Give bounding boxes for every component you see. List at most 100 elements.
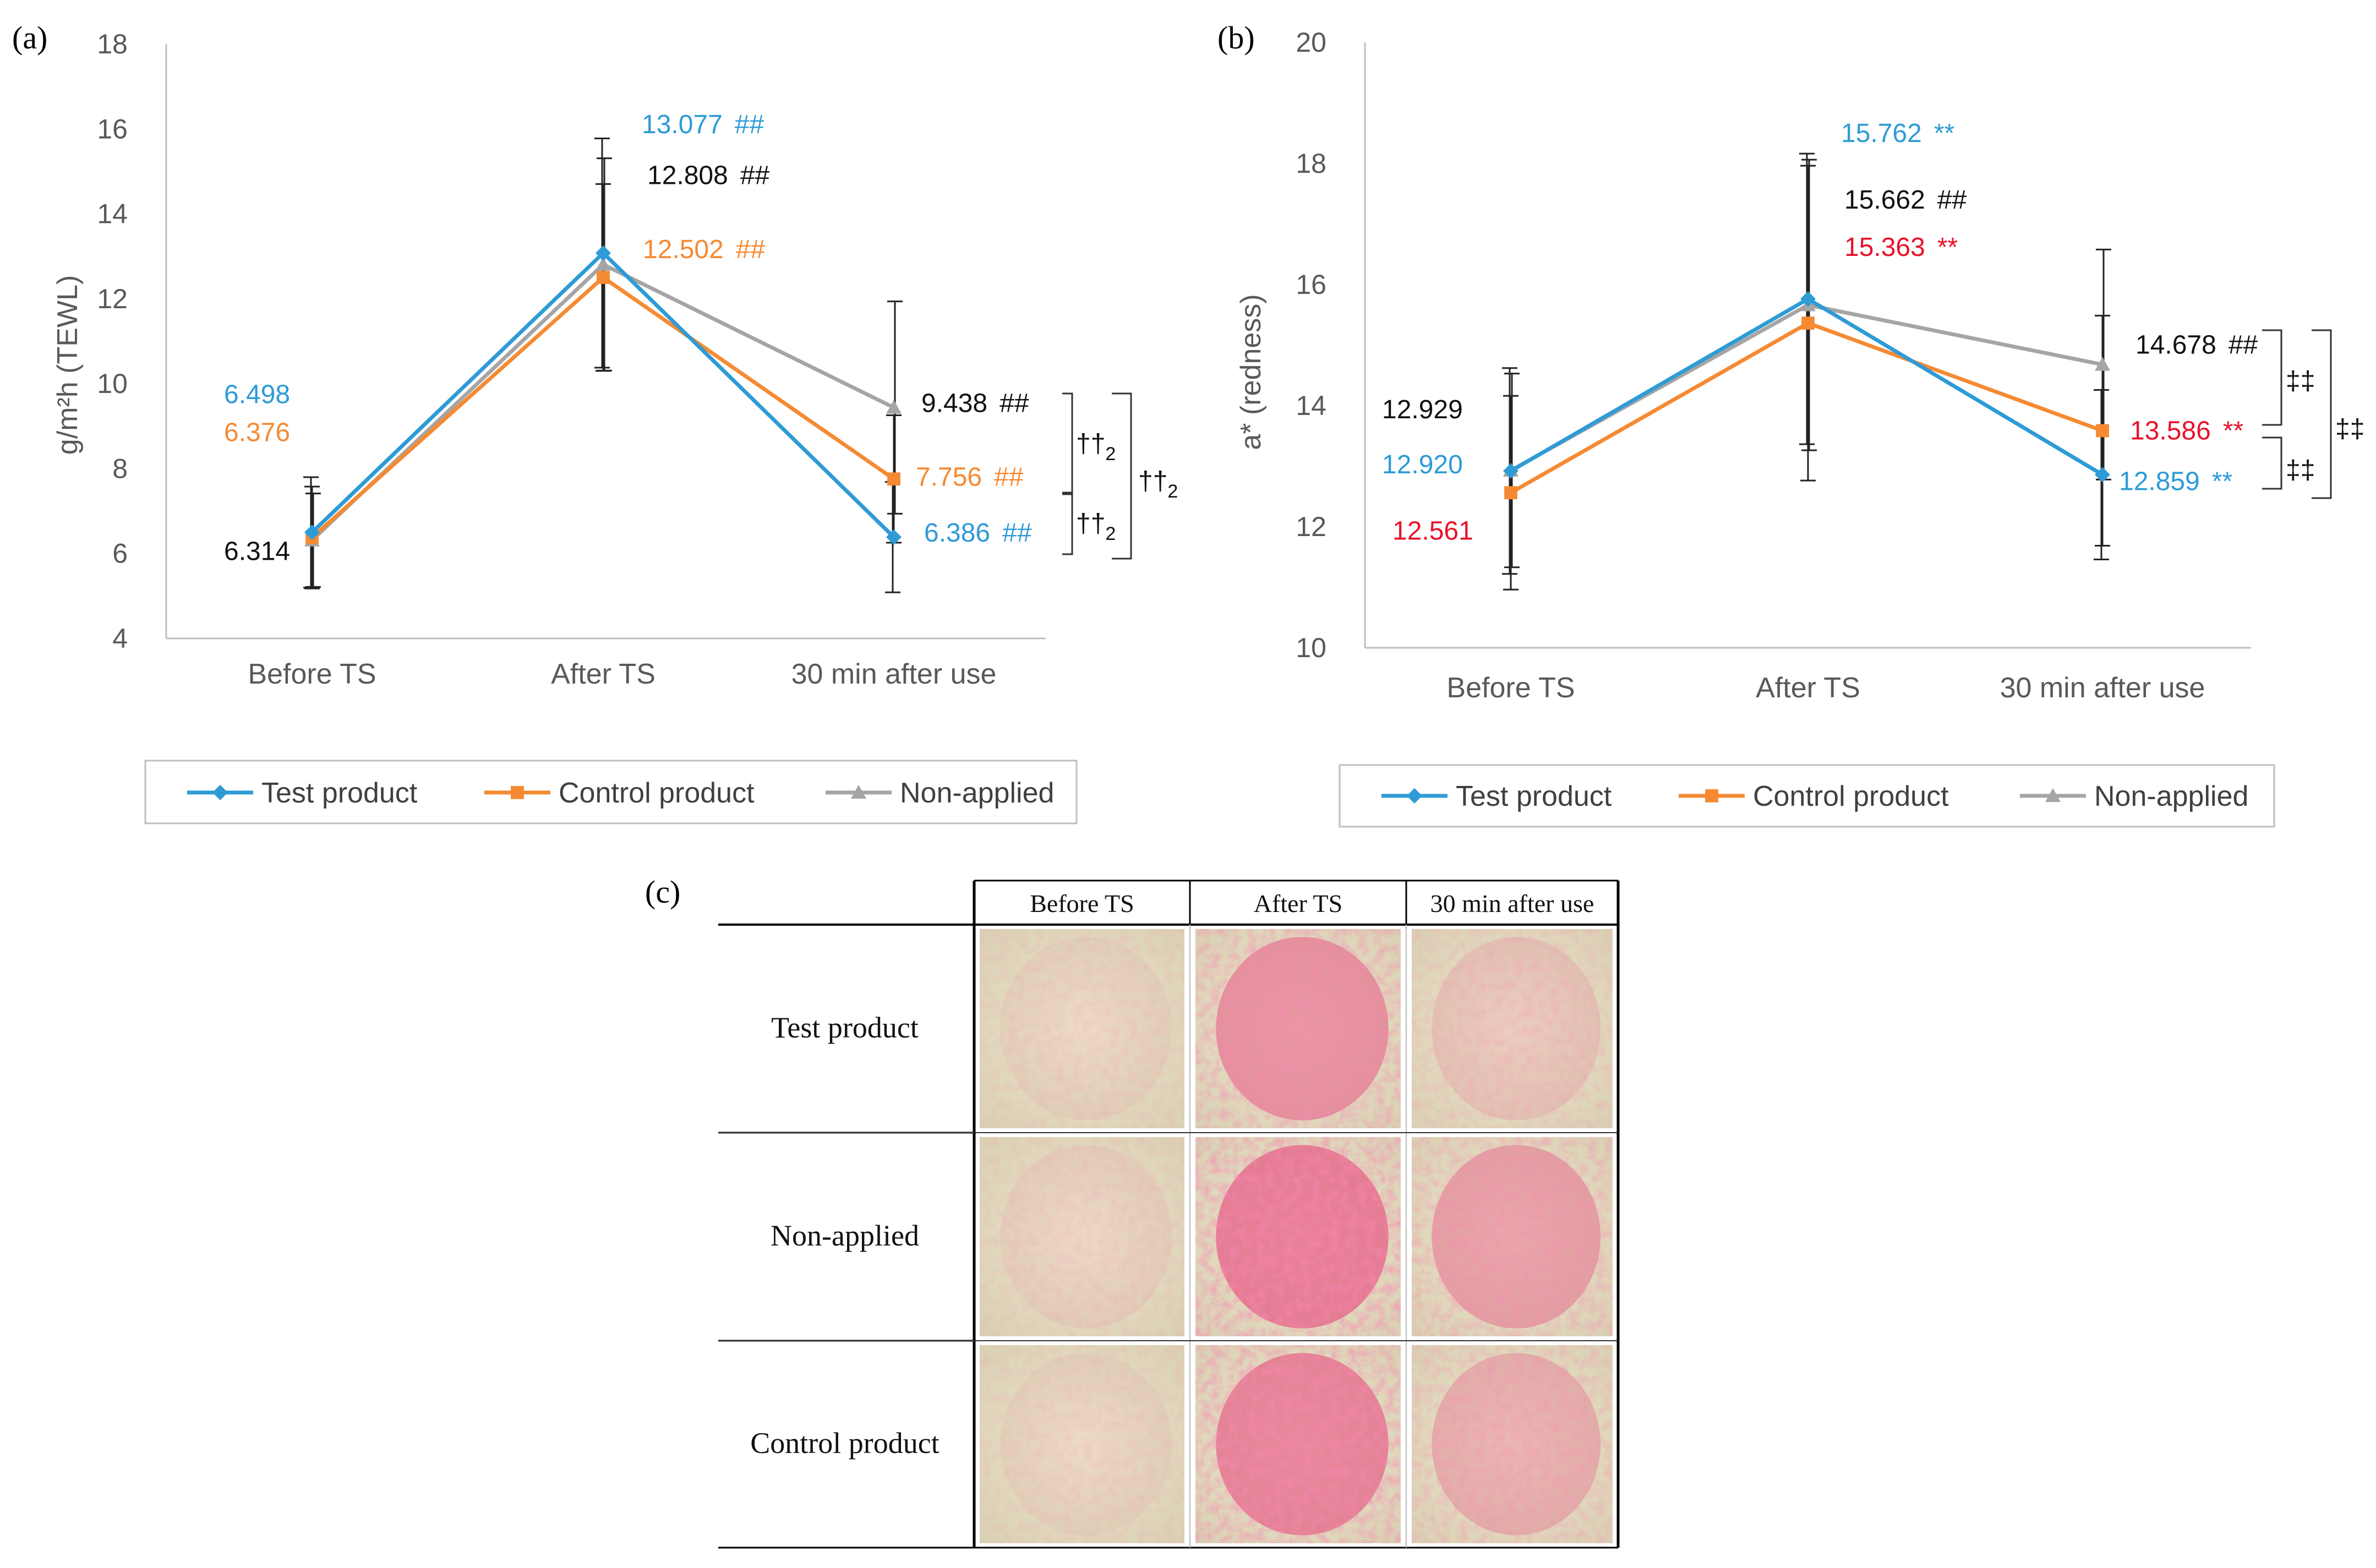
photo-texture: [980, 1137, 1184, 1336]
legend-a: Test product Control product Non-applied: [144, 760, 1078, 824]
data-label-nonapplied: 9.438 ##: [921, 389, 1029, 418]
data-label-control: 15.363 **: [1844, 233, 1958, 262]
ytick-label: 18: [1296, 148, 1326, 179]
legend-item-test: Test product: [1381, 780, 1612, 812]
legend-b-box: [1339, 764, 2275, 828]
ytick-label: 14: [97, 199, 128, 230]
point-test: [596, 245, 611, 261]
ytick-label: 16: [97, 113, 128, 144]
bracket-b-1: [2262, 329, 2282, 426]
point-test: [886, 529, 902, 545]
chart-a-markers: [304, 245, 902, 547]
photo-table-row-labels: Test product Non-applied Control product: [750, 1011, 939, 1460]
panel-label-a: (a): [12, 20, 47, 56]
point-control: [597, 271, 610, 285]
significance-mark: **: [1937, 233, 1958, 262]
data-label-value: 6.386: [924, 518, 990, 548]
xtick-label: 30 min after use: [791, 658, 997, 690]
column-header: After TS: [1254, 889, 1342, 917]
photo-texture: [1412, 929, 1613, 1128]
chart-b-markers: [1503, 291, 2110, 500]
legend-label: Test product: [261, 777, 418, 809]
photo-cell: [1412, 1345, 1613, 1543]
significance-mark: **: [2223, 417, 2243, 446]
bracket-a-1: [1062, 392, 1073, 494]
ytick-label: 14: [1296, 390, 1326, 421]
point-test: [1503, 463, 1519, 479]
row-label: Control product: [750, 1427, 939, 1460]
data-label-nonapplied: 14.678 ##: [2135, 330, 2258, 359]
bracket-a-3-label: ††2: [1138, 467, 1178, 502]
data-label-value: 6.376: [224, 418, 290, 447]
chart-a-ytick-labels: 4 6 8 10 12 14 16 18: [97, 29, 128, 654]
legend-marker-nonapplied: [2045, 788, 2061, 802]
panel-label-b: (b): [1217, 20, 1255, 56]
legend-marker-control: [511, 786, 524, 799]
bracket-a-2: [1062, 493, 1073, 555]
photo-table-grid: [718, 879, 1620, 1549]
chart-b-ylabel: a* (redness): [1235, 294, 1267, 450]
bracket-a-2-label: ††2: [1076, 509, 1116, 544]
photo-table-cells: [980, 929, 1613, 1543]
column-header: 30 min after use: [1430, 889, 1594, 917]
chart-a-xtick-labels: Before TS After TS 30 min after use: [248, 658, 996, 690]
data-label-test: 12.859 **: [2119, 467, 2232, 496]
point-control: [1504, 486, 1517, 500]
point-test: [2095, 467, 2110, 483]
data-label-value: 14.678: [2135, 330, 2216, 359]
data-label-value: 6.314: [224, 537, 290, 566]
column-header: Before TS: [1030, 889, 1134, 917]
data-label-value: 12.808: [647, 161, 728, 190]
data-label-control: 6.376: [224, 418, 290, 447]
data-label-test: 6.498: [224, 380, 290, 409]
legend-item-test: Test product: [187, 777, 418, 809]
significance-mark: **: [1934, 119, 1954, 148]
bracket-b-2-label: ‡‡: [2286, 456, 2315, 485]
bracket-b-3: [2312, 329, 2332, 499]
data-label-value: 7.756: [916, 462, 982, 491]
data-label-nonapplied: 15.662 ##: [1844, 185, 1967, 215]
photo-cell: [1195, 1137, 1401, 1336]
chart-a-error-bars: [303, 137, 903, 593]
data-label-value: 15.762: [1841, 119, 1922, 148]
chart-b-error-bars: [1502, 152, 2111, 591]
data-label-test: 15.762 **: [1841, 119, 1954, 148]
legend-marker-nonapplied: [851, 785, 866, 799]
ytick-label: 20: [1296, 27, 1326, 58]
photo-cell: [1195, 929, 1401, 1128]
data-label-value: 12.561: [1392, 516, 1473, 545]
data-label-nonapplied: 12.929: [1382, 395, 1463, 424]
data-label-control: 13.586 **: [2130, 417, 2243, 446]
data-label-test: 13.077 ##: [642, 110, 764, 139]
chart-a-brackets: [1062, 392, 1132, 560]
bracket-a-1-label: ††2: [1076, 429, 1116, 465]
point-control: [2096, 424, 2109, 438]
bracket-b-1-label: ‡‡: [2286, 367, 2315, 396]
point-control: [1801, 316, 1815, 330]
legend-label: Non-applied: [900, 777, 1054, 809]
data-label-value: 13.586: [2130, 417, 2211, 446]
legend-label: Non-applied: [2094, 780, 2248, 812]
significance-mark: ##: [1002, 518, 1032, 548]
photo-cell: [1412, 1137, 1613, 1336]
panel-label-c: (c): [645, 874, 680, 910]
data-label-value: 13.077: [642, 110, 723, 139]
legend-label: Control product: [1753, 780, 1949, 812]
point-nonapplied: [886, 400, 902, 414]
photo-cell: [980, 929, 1184, 1128]
photo-texture: [1195, 1137, 1401, 1336]
photo-texture: [1195, 1345, 1401, 1543]
data-label-test: 12.920: [1382, 450, 1463, 479]
point-test: [1800, 291, 1816, 307]
legend-item-control: Control product: [1679, 780, 1949, 812]
data-label-control: 12.502 ##: [643, 235, 766, 264]
photo-cell: [980, 1345, 1184, 1543]
chart-b: a* (redness) 10 12 14 16 18 20 Before TS After…: [1235, 27, 2364, 704]
legend-marker-test: [212, 785, 228, 800]
xtick-label: Before TS: [248, 658, 376, 690]
chart-b-xtick-labels: Before TS After TS 30 min after use: [1446, 672, 2205, 704]
point-control: [887, 472, 900, 486]
point-nonapplied: [596, 256, 611, 271]
